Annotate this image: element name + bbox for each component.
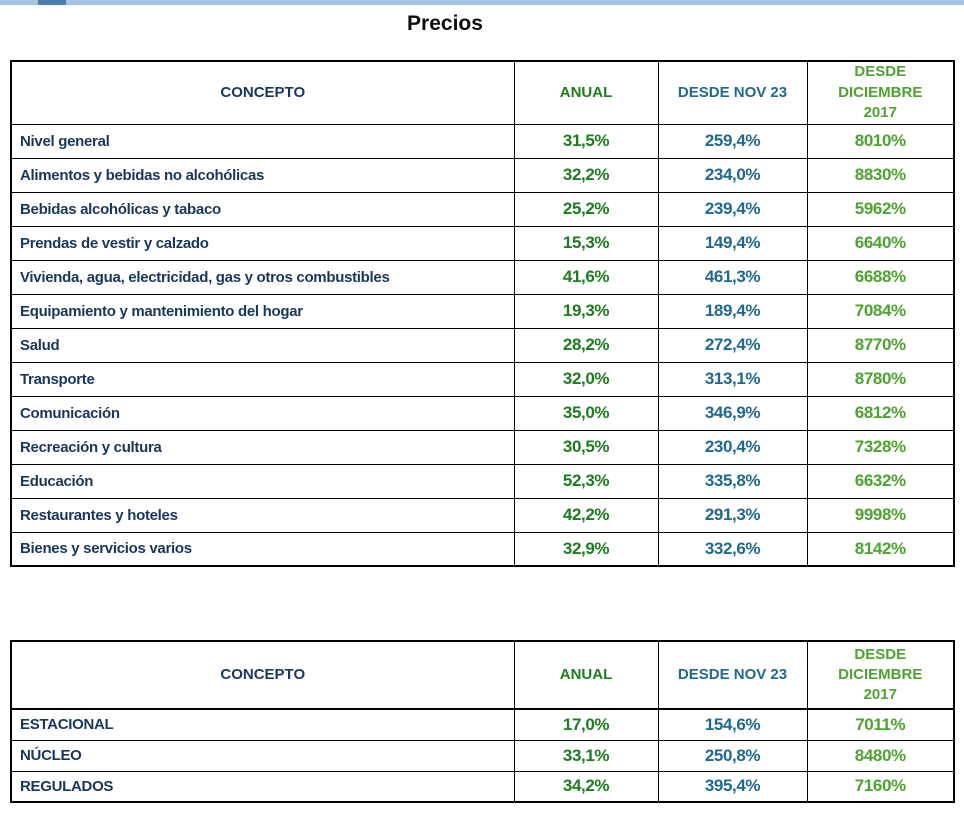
desde-dic-cell: 6812% [806,395,955,431]
top-scrollbar-track[interactable] [0,0,964,5]
desde-nov-cell: 239,4% [657,191,808,227]
concepto-cell: Equipamiento y mantenimiento del hogar [10,293,515,329]
top-scrollbar-thumb[interactable] [38,0,66,5]
desde-dic-cell: 7084% [806,293,955,329]
anual-cell: 28,2% [513,327,659,363]
desde-nov-cell: 461,3% [657,259,808,295]
anual-cell: 42,2% [513,497,659,533]
table-row: Recreación y cultura 30,5% 230,4% 7328% [10,429,955,465]
concepto-cell: Alimentos y bebidas no alcohólicas [10,157,515,193]
desde-dic-cell: 9998% [806,497,955,533]
header-concepto: CONCEPTO [10,640,515,710]
concepto-cell: Bebidas alcohólicas y tabaco [10,191,515,227]
header-desde-nov-23: DESDE NOV 23 [657,640,808,710]
desde-nov-cell: 250,8% [657,739,808,772]
anual-cell: 25,2% [513,191,659,227]
anual-cell: 35,0% [513,395,659,431]
concepto-cell: REGULADOS [10,770,515,803]
anual-cell: 34,2% [513,770,659,803]
desde-dic-cell: 6632% [806,463,955,499]
desde-nov-cell: 259,4% [657,123,808,159]
anual-cell: 15,3% [513,225,659,261]
desde-dic-cell: 8480% [806,739,955,772]
desde-dic-cell: 7328% [806,429,955,465]
desde-nov-cell: 335,8% [657,463,808,499]
desde-nov-cell: 395,4% [657,770,808,803]
desde-nov-cell: 272,4% [657,327,808,363]
table-row: Vivienda, agua, electricidad, gas y otro… [10,259,955,295]
concepto-cell: Vivienda, agua, electricidad, gas y otro… [10,259,515,295]
concepto-cell: Salud [10,327,515,363]
desde-nov-cell: 346,9% [657,395,808,431]
desde-nov-cell: 189,4% [657,293,808,329]
concepto-cell: Restaurantes y hoteles [10,497,515,533]
table-row: Educación 52,3% 335,8% 6632% [10,463,955,499]
desde-nov-cell: 230,4% [657,429,808,465]
desde-dic-cell: 6688% [806,259,955,295]
header-desde-diciembre-2017: DESDE DICIEMBRE 2017 [806,640,955,710]
concepto-cell: Prendas de vestir y calzado [10,225,515,261]
anual-cell: 32,9% [513,531,659,567]
table-row: Prendas de vestir y calzado 15,3% 149,4%… [10,225,955,261]
concepto-cell: Transporte [10,361,515,397]
table-row: Comunicación 35,0% 346,9% 6812% [10,395,955,431]
anual-cell: 32,0% [513,361,659,397]
concepto-cell: Recreación y cultura [10,429,515,465]
desde-nov-cell: 234,0% [657,157,808,193]
anual-cell: 30,5% [513,429,659,465]
table-row: NÚCLEO 33,1% 250,8% 8480% [10,739,955,772]
desde-nov-cell: 313,1% [657,361,808,397]
table-header-row: CONCEPTO ANUAL DESDE NOV 23 DESDE DICIEM… [10,640,955,710]
desde-dic-cell: 8142% [806,531,955,567]
table-row: Transporte 32,0% 313,1% 8780% [10,361,955,397]
anual-cell: 31,5% [513,123,659,159]
anual-cell: 32,2% [513,157,659,193]
desde-nov-cell: 291,3% [657,497,808,533]
concepto-cell: Bienes y servicios varios [10,531,515,567]
table-row: Bebidas alcohólicas y tabaco 25,2% 239,4… [10,191,955,227]
concepto-cell: Educación [10,463,515,499]
concepto-cell: Nivel general [10,123,515,159]
desde-nov-cell: 332,6% [657,531,808,567]
desde-dic-cell: 8010% [806,123,955,159]
desde-nov-cell: 149,4% [657,225,808,261]
anual-cell: 41,6% [513,259,659,295]
table-row: Alimentos y bebidas no alcohólicas 32,2%… [10,157,955,193]
table-row: Equipamiento y mantenimiento del hogar 1… [10,293,955,329]
concepto-cell: ESTACIONAL [10,708,515,741]
anual-cell: 33,1% [513,739,659,772]
table-row: Bienes y servicios varios 32,9% 332,6% 8… [10,531,955,567]
header-desde-diciembre-2017: DESDE DICIEMBRE 2017 [806,60,955,125]
header-anual: ANUAL [513,60,659,125]
table-header-row: CONCEPTO ANUAL DESDE NOV 23 DESDE DICIEM… [10,60,955,125]
page-title: Precios [407,12,483,35]
table-row: Nivel general 31,5% 259,4% 8010% [10,123,955,159]
desde-dic-cell: 5962% [806,191,955,227]
desde-dic-cell: 7011% [806,708,955,741]
anual-cell: 52,3% [513,463,659,499]
table-row: REGULADOS 34,2% 395,4% 7160% [10,770,955,803]
anual-cell: 17,0% [513,708,659,741]
desde-dic-cell: 7160% [806,770,955,803]
table-row: Salud 28,2% 272,4% 8770% [10,327,955,363]
table-row: ESTACIONAL 17,0% 154,6% 7011% [10,708,955,741]
desde-nov-cell: 154,6% [657,708,808,741]
desde-dic-cell: 8780% [806,361,955,397]
table-row: Restaurantes y hoteles 42,2% 291,3% 9998… [10,497,955,533]
prices-table: CONCEPTO ANUAL DESDE NOV 23 DESDE DICIEM… [10,60,955,567]
concepto-cell: Comunicación [10,395,515,431]
desde-dic-cell: 8770% [806,327,955,363]
anual-cell: 19,3% [513,293,659,329]
desde-dic-cell: 8830% [806,157,955,193]
concepto-cell: NÚCLEO [10,739,515,772]
header-concepto: CONCEPTO [10,60,515,125]
header-anual: ANUAL [513,640,659,710]
desde-dic-cell: 6640% [806,225,955,261]
core-prices-table: CONCEPTO ANUAL DESDE NOV 23 DESDE DICIEM… [10,640,955,803]
header-desde-nov-23: DESDE NOV 23 [657,60,808,125]
